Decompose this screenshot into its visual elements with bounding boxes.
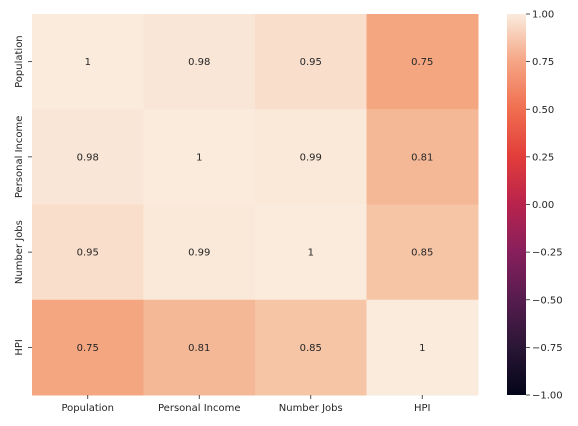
y-tick-label: HPI	[14, 339, 25, 356]
colorbar-tick-label: 1.00	[532, 10, 554, 21]
x-tick-label: Population	[61, 403, 114, 414]
heatmap-cell	[32, 204, 144, 301]
cell-value-label: 0.75	[411, 57, 433, 68]
cell-value-label: 1	[308, 248, 314, 259]
y-tick-label: Number Jobs	[14, 220, 25, 284]
cell-value-label: 0.85	[300, 343, 322, 354]
heatmap-cell	[143, 109, 256, 205]
heatmap-cell	[255, 299, 367, 396]
colorbar	[507, 14, 526, 395]
y-axis-labels: Population Personal Income Number Jobs HPI	[14, 35, 32, 356]
cell-value-label: 1	[419, 343, 425, 354]
heatmap-cell	[143, 299, 256, 396]
cell-value-label: 0.95	[300, 57, 322, 68]
cell-value-label: 0.98	[188, 57, 210, 68]
cell-value-label: 0.81	[411, 152, 433, 163]
x-axis-labels: Population Personal Income Number Jobs HPI	[61, 395, 431, 414]
colorbar-tick-label: 0.00	[532, 200, 554, 211]
cell-value-label: 0.95	[77, 248, 99, 259]
x-tick-label: HPI	[414, 403, 431, 414]
heatmap-cell	[32, 14, 144, 110]
heatmap-cell	[366, 109, 479, 205]
y-tick-label: Population	[14, 35, 25, 88]
colorbar-tick-label: −0.50	[532, 295, 563, 306]
cell-value-label: 0.81	[188, 343, 210, 354]
heatmap-cell	[143, 204, 256, 301]
heatmap-cell	[366, 204, 479, 301]
cell-value-label: 0.99	[300, 152, 322, 163]
cell-value-label: 0.75	[77, 343, 99, 354]
y-tick-label: Personal Income	[14, 116, 25, 199]
heatmap-cell	[255, 14, 367, 110]
heatmap-cell	[143, 14, 256, 110]
colorbar-tick-label: −0.25	[532, 248, 563, 259]
colorbar-tick-label: 0.50	[532, 105, 554, 116]
colorbar-tick-label: −1.00	[532, 391, 563, 402]
colorbar-tick-label: 0.75	[532, 57, 554, 68]
cell-value-label: 1	[85, 57, 91, 68]
heatmap-cell	[366, 299, 479, 396]
heatmap-cell	[255, 204, 367, 301]
heatmap-cell	[32, 109, 144, 205]
heatmap-cell	[255, 109, 367, 205]
x-tick-label: Number Jobs	[279, 403, 343, 414]
heatmap-cell	[32, 299, 144, 396]
colorbar-tick-label: −0.75	[532, 343, 563, 354]
cell-value-label: 0.85	[411, 248, 433, 259]
colorbar-ticks: 1.00 0.75 0.50 0.25 0.00 −0.25 −0.50 −0.75 −1.00	[526, 10, 563, 402]
cell-value-label: 1	[196, 152, 202, 163]
heatmap-cell	[366, 14, 479, 110]
cell-value-label: 0.98	[77, 152, 99, 163]
x-tick-label: Personal Income	[158, 403, 241, 414]
cell-value-label: 0.99	[188, 248, 210, 259]
colorbar-tick-label: 0.25	[532, 152, 554, 163]
heatmap-cells: 1 0.98 0.95 0.75 0.98 1 0.99 0.81 0.95 0.99 1 0.85 0…	[32, 14, 479, 396]
